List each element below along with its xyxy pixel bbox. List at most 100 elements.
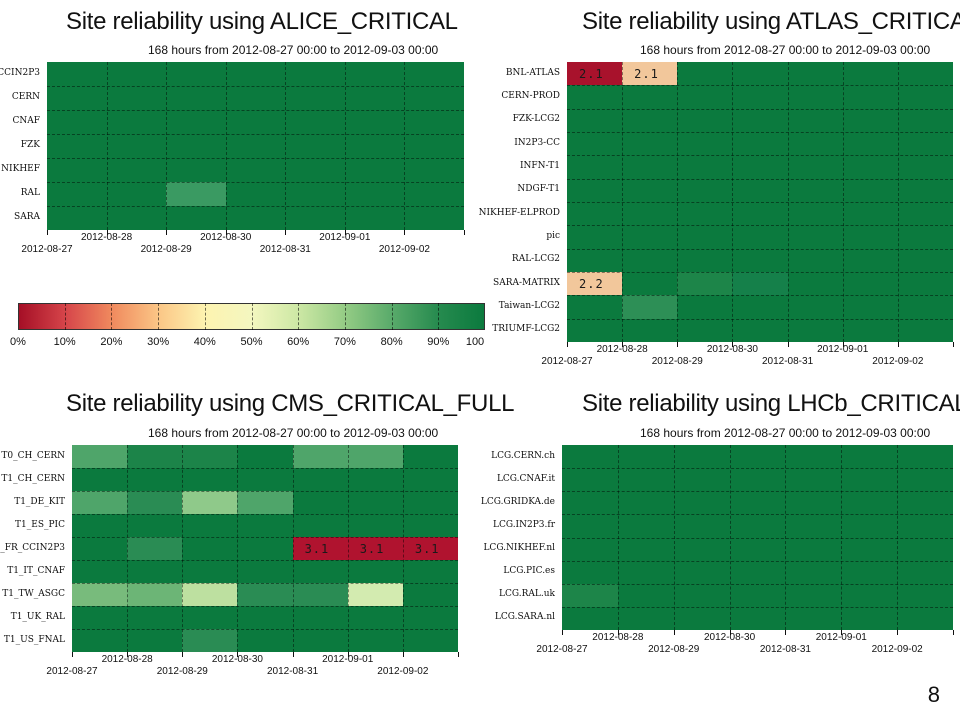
axis-tick	[237, 652, 239, 657]
axis-tick	[404, 230, 406, 235]
row-label: T1_FR_CCIN2P3	[0, 542, 65, 553]
grid-line	[567, 132, 953, 133]
row-label: RAL-LCG2	[511, 254, 560, 265]
x-tick-label: 2012-09-02	[378, 244, 430, 255]
heatmap-cell	[166, 182, 226, 206]
x-tick-label: 2012-08-28	[592, 632, 644, 643]
legend-tick-label: 40%	[193, 336, 216, 348]
row-label: FZK-LCG2	[512, 114, 560, 125]
grid-line	[622, 62, 624, 342]
grid-line	[402, 445, 404, 652]
grid-line	[347, 445, 349, 652]
x-tick-label: 2012-08-30	[211, 654, 263, 665]
x-tick-label: 2012-08-31	[759, 644, 811, 655]
axis-tick	[732, 342, 734, 347]
row-label: LCG.CNAF.it	[496, 473, 555, 484]
x-tick-label: 2012-09-02	[377, 666, 429, 677]
grid-line	[225, 62, 227, 230]
x-tick-label: 2012-08-29	[648, 644, 700, 655]
heatmap-cell	[182, 629, 238, 652]
heatmap-grid: 3.1 3.1 3.1	[72, 445, 458, 652]
heatmap-cell	[292, 583, 348, 606]
grid-line	[673, 445, 675, 630]
x-tick-label: 2012-08-30	[703, 632, 756, 643]
grid-line	[47, 182, 464, 183]
page-number: 8	[927, 682, 940, 707]
row-label: T1_DE_KIT	[14, 496, 65, 507]
grid-line	[562, 583, 953, 585]
x-tick-label: 2012-08-29	[140, 244, 192, 255]
x-tick-label: 2012-08-30	[706, 344, 758, 355]
axis-tick	[897, 342, 899, 347]
row-label: SARA-MATRIX	[493, 277, 560, 288]
chart-subtitle: 168 hours from 2012-08-27 00:00 to 2012-…	[640, 43, 931, 57]
axis-tick	[344, 230, 346, 235]
grid-line	[106, 62, 108, 230]
grid-line	[562, 560, 953, 562]
row-label: CNAF	[12, 116, 40, 126]
x-tick-label: 2012-08-31	[259, 244, 311, 255]
heatmap-cell	[677, 272, 733, 296]
row-label: NIKHEF-ELPROD	[478, 207, 560, 218]
x-tick-label: 2012-09-01	[319, 232, 371, 243]
x-tick-label: 2012-08-28	[101, 654, 153, 665]
heatmap-cell	[182, 491, 238, 514]
row-label: LCG.NIKHEF.nl	[483, 543, 555, 554]
row-label: LCG.RAL.uk	[499, 589, 555, 600]
axis-tick	[953, 630, 954, 635]
grid-line	[127, 445, 129, 652]
chart-title: Site reliability using ALICE_CRITICAL	[66, 8, 458, 35]
heatmap-cell	[292, 445, 348, 468]
grid-line	[47, 206, 464, 207]
x-tick-label: 2012-08-29	[651, 356, 703, 367]
legend-tick	[64, 303, 66, 330]
legend-tick	[438, 303, 440, 330]
axis-tick	[953, 342, 954, 347]
cell-value-label: 3.1	[304, 541, 330, 556]
grid-line	[729, 445, 731, 630]
row-label: TRIUMF-LCG2	[492, 324, 560, 335]
row-label: NDGF-T1	[517, 184, 560, 195]
legend-tick-label: 10%	[53, 336, 76, 348]
chart-subtitle: 168 hours from 2012-08-27 00:00 to 2012-…	[640, 426, 931, 440]
chart-title: Site reliability using ATLAS_CRITICAL	[582, 8, 960, 35]
grid-line	[567, 248, 953, 250]
axis-tick	[285, 230, 287, 235]
grid-line	[567, 155, 953, 157]
grid-line	[841, 445, 843, 630]
grid-line	[567, 272, 953, 273]
axis-tick	[458, 652, 459, 657]
legend-tick	[344, 303, 346, 330]
row-label: T1_ES_PIC	[15, 519, 65, 530]
x-tick-label: 2012-08-30	[200, 232, 252, 243]
grid-line	[562, 537, 953, 539]
x-tick-label: 2012-08-31	[761, 356, 814, 367]
grid-line	[72, 560, 458, 561]
row-label: LCG.PIC.es	[503, 566, 555, 577]
axis-tick	[402, 652, 404, 657]
grid-line	[732, 62, 734, 342]
row-label: IN2P3-CC	[514, 137, 560, 148]
heatmap-cell	[237, 491, 293, 514]
grid-line	[567, 178, 953, 180]
axis-tick	[127, 652, 129, 657]
grid-line	[47, 134, 464, 135]
grid-line	[344, 62, 346, 230]
grid-line	[72, 606, 458, 607]
legend-tick-label: 90%	[427, 336, 450, 348]
chart-title: Site reliability using LHCb_CRITICAL	[582, 390, 960, 417]
x-tick-label: 2012-09-01	[322, 654, 374, 665]
grid-line	[72, 514, 458, 515]
heatmap-cell	[182, 583, 238, 606]
grid-line	[785, 445, 787, 630]
grid-line	[72, 491, 458, 492]
row-label: RAL	[20, 188, 40, 198]
legend-tick	[251, 303, 253, 330]
chart-title: Site reliability using CMS_CRITICAL_FULL	[66, 390, 515, 417]
heatmap-grid	[47, 62, 464, 230]
axis-tick	[106, 230, 108, 235]
grid-line	[285, 62, 287, 230]
heatmap-cell	[72, 491, 128, 514]
heatmap-cell	[72, 445, 128, 468]
grid-line	[72, 629, 458, 630]
